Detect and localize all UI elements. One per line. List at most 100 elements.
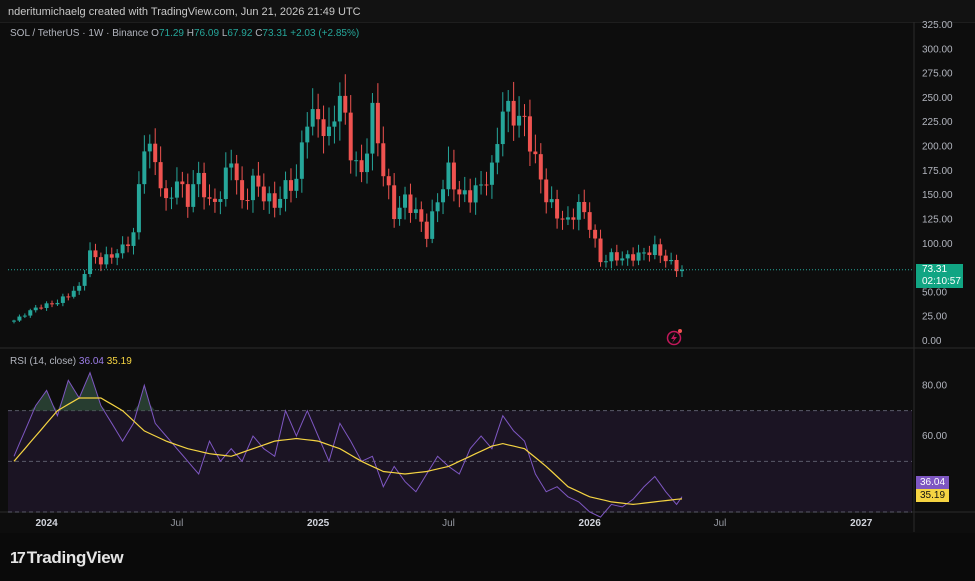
candle-body bbox=[250, 175, 255, 201]
time-tick-label: 2026 bbox=[579, 518, 602, 529]
candle-body bbox=[283, 180, 288, 199]
candle-body bbox=[305, 126, 310, 143]
price-tick-label: 50.00 bbox=[922, 287, 947, 298]
candle-body bbox=[212, 198, 217, 202]
rsi-legend: RSI (14, close) 36.04 35.19 bbox=[10, 356, 132, 367]
event-flash-bolt bbox=[671, 333, 677, 343]
candle-body bbox=[375, 102, 380, 144]
candle-body bbox=[457, 189, 462, 195]
candle-body bbox=[625, 254, 630, 259]
candle-body bbox=[60, 296, 65, 303]
low-value: 67.92 bbox=[227, 28, 253, 39]
price-tick-label: 150.00 bbox=[922, 190, 953, 201]
credit-text: nderitumichaelg created with TradingView… bbox=[8, 6, 361, 18]
candle-body bbox=[609, 252, 614, 262]
candle-body bbox=[365, 153, 370, 173]
tradingview-logo[interactable]: 17 TradingView bbox=[10, 548, 124, 568]
rsi-ma-line bbox=[13, 397, 683, 506]
price-tick-label: 250.00 bbox=[922, 93, 953, 104]
candle-body bbox=[12, 320, 16, 322]
candle-body bbox=[479, 184, 484, 186]
symbol-title[interactable]: SOL / TetherUS · 1W · Binance bbox=[10, 28, 149, 39]
candle-body bbox=[680, 269, 684, 272]
candle-body bbox=[234, 163, 239, 181]
candle-body bbox=[39, 307, 44, 309]
candle-body bbox=[430, 211, 435, 239]
candle-body bbox=[267, 193, 272, 202]
candle-body bbox=[446, 162, 451, 190]
candle-body bbox=[109, 254, 114, 258]
price-tick-label: 275.00 bbox=[922, 69, 953, 80]
rsi-label[interactable]: RSI (14, close) bbox=[10, 356, 77, 367]
candle-body bbox=[240, 180, 245, 201]
candle-body bbox=[337, 95, 342, 122]
high-label: H bbox=[186, 28, 194, 39]
candle-body bbox=[441, 189, 446, 203]
price-tick-label: 200.00 bbox=[922, 142, 953, 153]
close-value: 73.31 bbox=[262, 28, 288, 39]
candle-body bbox=[33, 307, 38, 311]
price-tick-label: 25.00 bbox=[922, 312, 947, 323]
candle-body bbox=[533, 151, 538, 155]
candle-body bbox=[196, 172, 201, 185]
candle-body bbox=[164, 188, 169, 199]
close-label: C bbox=[255, 28, 263, 39]
candle-body bbox=[22, 315, 27, 317]
candle-body bbox=[180, 181, 185, 185]
candle-body bbox=[413, 209, 418, 213]
candle-body bbox=[354, 160, 359, 162]
candle-body bbox=[484, 184, 489, 186]
candle-body bbox=[332, 121, 337, 127]
bar-countdown: 02:10:57 bbox=[922, 276, 961, 287]
candle-body bbox=[614, 252, 619, 261]
candle-body bbox=[652, 244, 657, 256]
rsi-ma-value-tag: 35.19 bbox=[916, 489, 949, 502]
candle-body bbox=[517, 115, 522, 126]
candle-body bbox=[278, 198, 283, 208]
price-tick-label: 175.00 bbox=[922, 166, 953, 177]
candle-body bbox=[299, 142, 304, 179]
candle-body bbox=[462, 190, 467, 195]
candle-body bbox=[17, 316, 22, 321]
candle-body bbox=[560, 218, 565, 220]
candle-body bbox=[326, 126, 331, 137]
event-dot bbox=[678, 329, 682, 333]
candle-body bbox=[636, 252, 641, 261]
candle-body bbox=[370, 102, 375, 154]
candle-body bbox=[245, 200, 250, 202]
candle-body bbox=[126, 244, 131, 246]
price-tick-label: 125.00 bbox=[922, 214, 953, 225]
candle-body bbox=[120, 244, 125, 254]
rsi-ma-value: 35.19 bbox=[106, 356, 132, 367]
candle-body bbox=[207, 197, 212, 199]
candle-body bbox=[631, 254, 636, 261]
candle-body bbox=[511, 100, 516, 126]
change-value: +2.03 (+2.85%) bbox=[290, 28, 360, 39]
rsi-overbought-fill bbox=[14, 372, 226, 411]
candle-body bbox=[527, 116, 532, 152]
time-tick-label: Jul bbox=[442, 518, 455, 529]
high-value: 76.09 bbox=[194, 28, 220, 39]
candle-body bbox=[158, 162, 163, 189]
time-tick-label: Jul bbox=[171, 518, 184, 529]
candle-body bbox=[55, 302, 60, 305]
candle-body bbox=[397, 207, 402, 220]
candle-body bbox=[674, 259, 679, 272]
candle-body bbox=[620, 258, 625, 261]
candle-body bbox=[419, 209, 424, 222]
candle-body bbox=[381, 143, 386, 177]
candle-body bbox=[669, 259, 674, 262]
price-tick-label: 100.00 bbox=[922, 239, 953, 250]
candle-body bbox=[348, 112, 353, 161]
candle-body bbox=[343, 95, 348, 113]
candle-body bbox=[169, 197, 174, 199]
rsi-value-tag: 36.04 bbox=[916, 476, 949, 489]
candle-body bbox=[658, 244, 663, 256]
candle-body bbox=[549, 199, 554, 203]
rsi-value: 36.04 bbox=[78, 356, 104, 367]
candle-body bbox=[93, 250, 98, 258]
rsi-tick-label: 80.00 bbox=[922, 380, 947, 391]
rsi-line bbox=[13, 371, 683, 518]
time-tick-label: 2027 bbox=[850, 518, 873, 529]
